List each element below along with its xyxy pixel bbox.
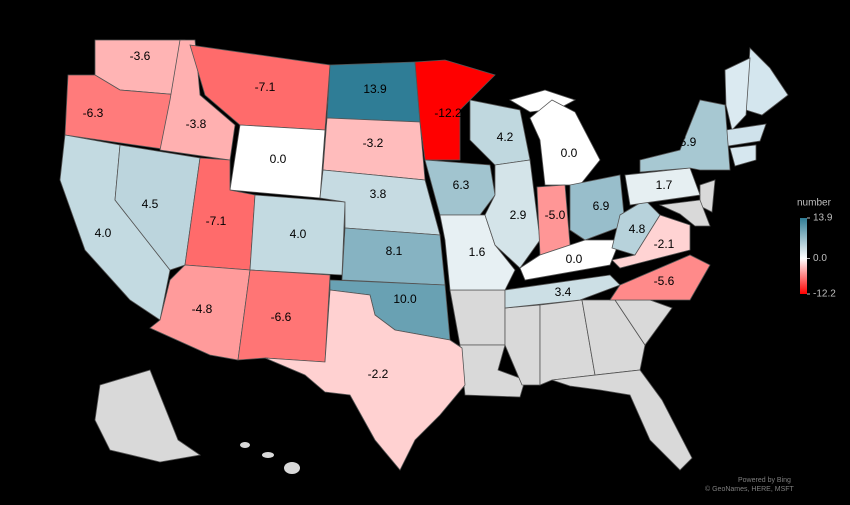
value-label: 4.0	[95, 226, 112, 240]
value-label: -6.3	[83, 106, 104, 120]
value-label: 4.2	[497, 130, 514, 144]
value-label: -12.2	[434, 106, 462, 120]
legend-tick-label: 0.0	[813, 253, 827, 264]
island	[284, 462, 300, 474]
value-label: -2.2	[368, 367, 389, 381]
legend-tick-label: -12.2	[813, 289, 836, 300]
legend-bar	[800, 218, 807, 294]
state-shape	[581, 299, 646, 376]
state-shape	[551, 369, 693, 471]
state-shape	[114, 144, 201, 271]
value-label: 4.0	[290, 227, 307, 241]
value-label: 10.0	[393, 292, 417, 306]
state-shape	[484, 159, 541, 269]
value-label: 0.0	[270, 152, 287, 166]
attribution: © GeoNames, HERE, MSFT	[705, 485, 795, 493]
value-label: -3.8	[186, 117, 207, 131]
value-label: -7.1	[206, 214, 227, 228]
value-label: 1.7	[656, 178, 673, 192]
value-label: 0.0	[566, 252, 583, 266]
value-label: 4.5	[142, 197, 159, 211]
value-label: -3.2	[363, 136, 384, 150]
state-shape	[699, 179, 716, 213]
state-shape	[519, 239, 621, 281]
state-shape	[639, 99, 731, 173]
value-label: 8.1	[386, 244, 403, 258]
island	[240, 442, 250, 448]
state-shape	[729, 144, 757, 167]
value-label: 1.6	[469, 245, 486, 259]
state-shape	[414, 59, 496, 161]
state-shape	[609, 254, 711, 301]
state-shape	[529, 99, 601, 186]
island	[262, 452, 274, 458]
value-label: 3.4	[555, 285, 572, 299]
state-shape	[504, 304, 541, 386]
value-label: 0.0	[561, 146, 578, 160]
value-label: 13.9	[363, 82, 387, 96]
state-shape	[658, 199, 711, 227]
state-shape	[449, 289, 506, 346]
value-label: -4.8	[192, 302, 213, 316]
value-label: -6.6	[271, 310, 292, 324]
value-label: -2.1	[654, 237, 675, 251]
value-label: -3.6	[130, 49, 151, 63]
state-shape	[624, 167, 701, 206]
value-label: 2.9	[510, 208, 527, 222]
state-shape	[504, 274, 621, 309]
value-label: 4.8	[629, 222, 646, 236]
legend-title: number	[797, 198, 832, 209]
state-shape	[424, 159, 496, 216]
value-label: -7.1	[255, 80, 276, 94]
legend-tick-label: 13.9	[813, 213, 833, 224]
state-shape	[611, 214, 691, 269]
value-label: 3.8	[370, 187, 387, 201]
attribution: Powered by Bing	[738, 477, 791, 484]
value-label: -5.0	[545, 208, 566, 222]
state-shape	[569, 174, 626, 241]
value-label: 5.9	[680, 135, 697, 149]
state-shape	[264, 289, 466, 471]
value-label: 6.9	[593, 199, 610, 213]
value-labels: -3.6 -6.3 4.0 4.5 -3.8 -7.1 0.0 -7.1 4.0 -4.8 -6.6…	[83, 49, 697, 381]
state-shape	[724, 57, 751, 131]
value-label: 6.3	[453, 178, 470, 192]
value-label: -5.6	[654, 274, 675, 288]
states	[59, 39, 731, 471]
state-shape	[94, 369, 202, 463]
